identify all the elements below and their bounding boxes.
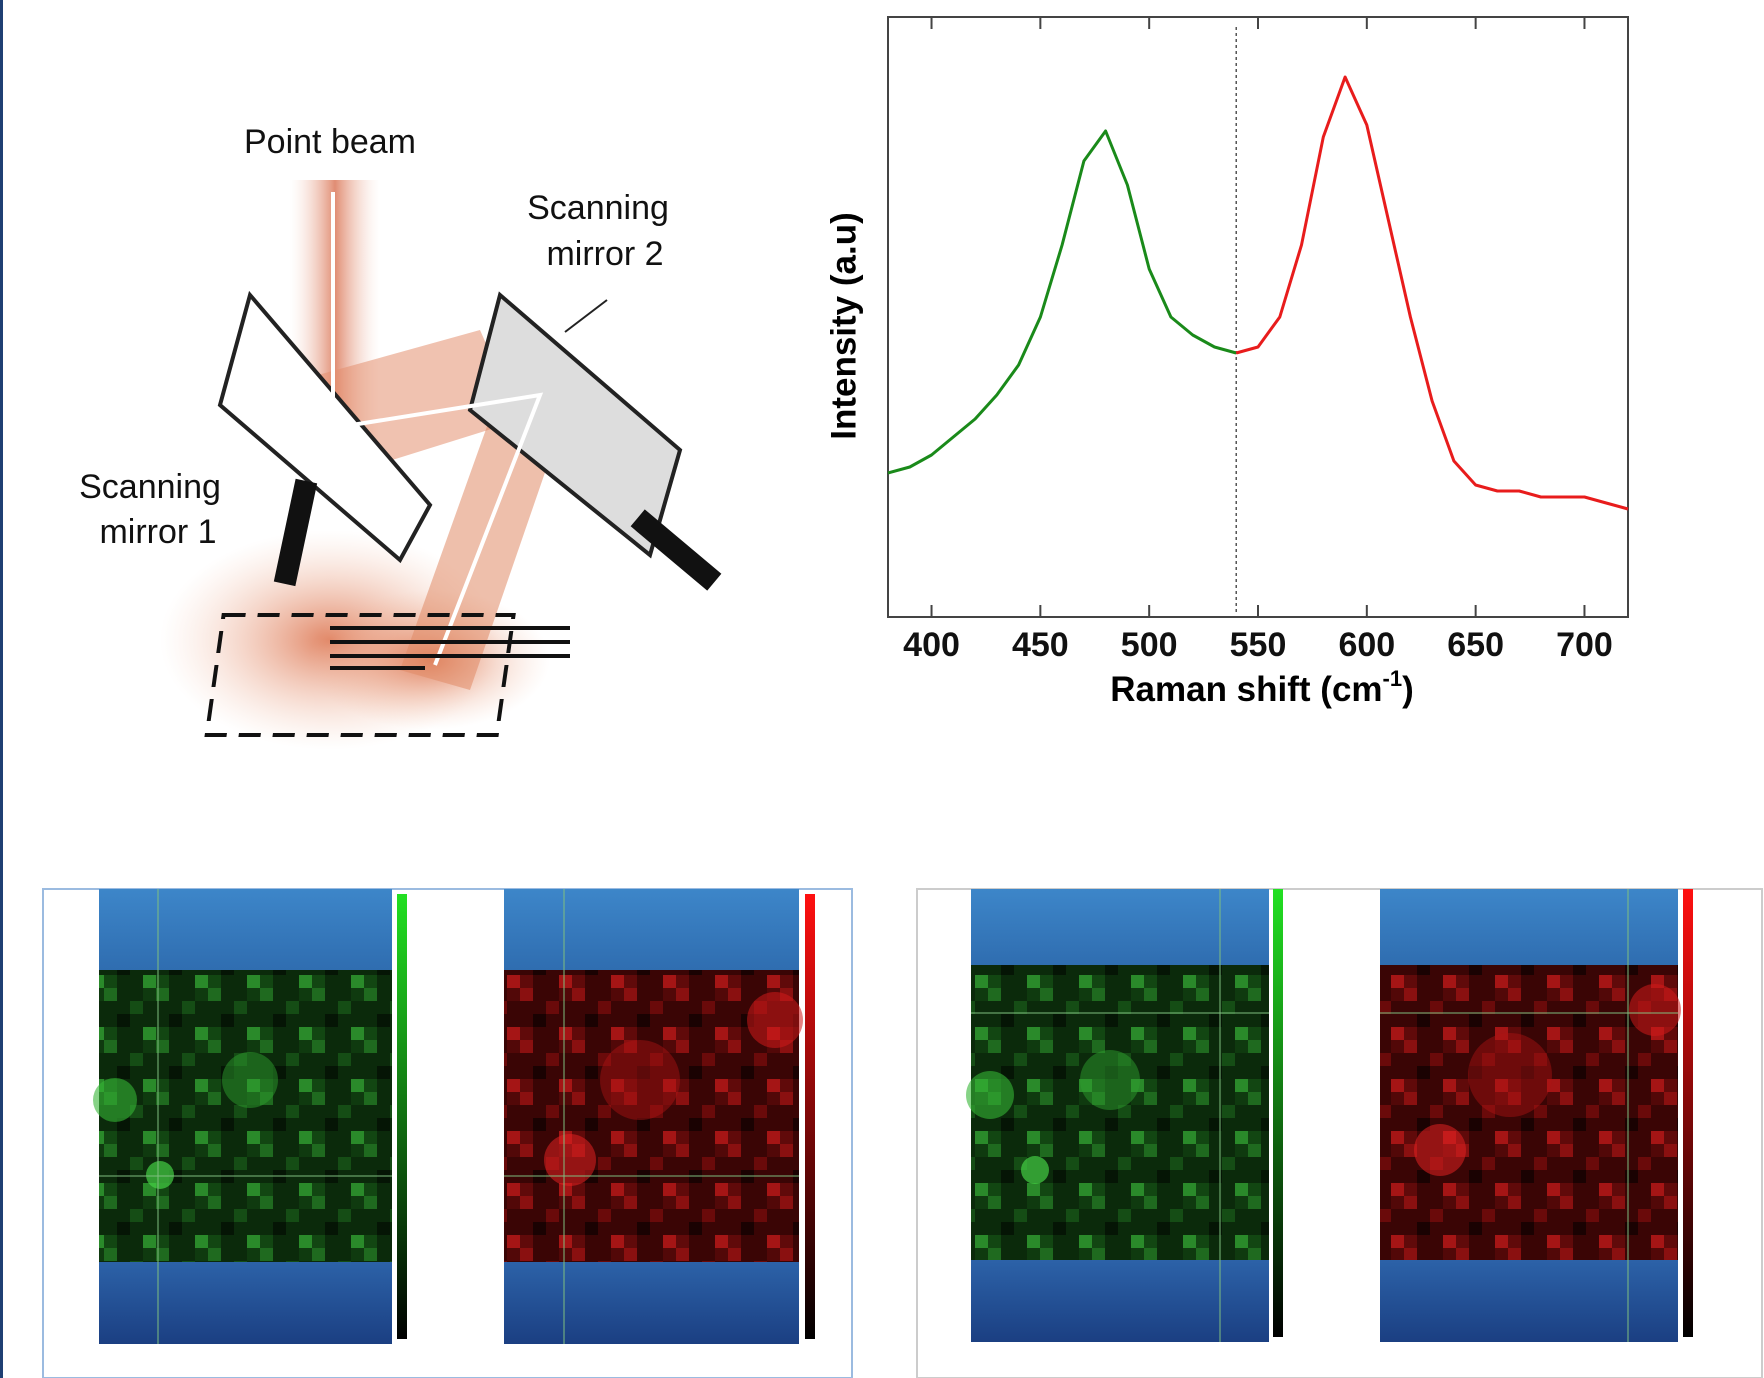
figure: Point beam Scanning mirror 2 Scanning mi… xyxy=(0,0,1764,1378)
x-axis-label-text: Raman shift (cm xyxy=(1110,670,1382,709)
x-axis-label-end: ) xyxy=(1402,670,1414,709)
x-tick-label: 600 xyxy=(1338,626,1395,664)
spectrum-line xyxy=(1236,77,1628,509)
plot-frame xyxy=(888,17,1628,617)
label: mirror 1 xyxy=(99,513,216,551)
label: Point beam xyxy=(244,123,416,161)
x-tick-label: 500 xyxy=(1121,626,1178,664)
x-tick-label: 650 xyxy=(1447,626,1504,664)
x-axis-label: Raman shift (cm-1) xyxy=(1110,666,1414,709)
map-panel-right xyxy=(917,889,1762,1378)
label: Scanning xyxy=(79,468,221,506)
spectrum-chart: Intensity (a.u) Raman shift (cm-1) 400 45… xyxy=(824,17,1628,709)
x-tick-label: 400 xyxy=(903,626,960,664)
scan-diagram: Point beam Scanning mirror 2 Scanning mi… xyxy=(79,123,721,750)
page-border xyxy=(0,0,3,1378)
map-panel-left xyxy=(43,889,852,1378)
label: mirror 2 xyxy=(546,235,663,273)
spectrum-line xyxy=(888,131,1236,473)
x-tick-label: 450 xyxy=(1012,626,1069,664)
x-tick-label: 700 xyxy=(1556,626,1613,664)
y-axis-label: Intensity (a.u) xyxy=(824,212,863,440)
label: Scanning xyxy=(527,189,669,227)
x-axis-label-sup: -1 xyxy=(1383,666,1403,691)
x-tick-label: 550 xyxy=(1230,626,1287,664)
